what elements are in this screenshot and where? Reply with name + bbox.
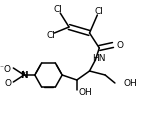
Text: O: O [4,64,11,73]
Text: Cl: Cl [95,7,104,16]
Text: +: + [20,70,26,75]
Text: ⁻: ⁻ [0,63,4,72]
Text: O: O [116,41,123,50]
Text: OH: OH [124,79,138,88]
Text: Cl: Cl [46,30,55,39]
Text: O: O [5,78,12,87]
Text: N: N [20,71,28,80]
Text: Cl: Cl [54,5,63,14]
Text: OH: OH [79,88,93,97]
Text: HN: HN [93,54,106,63]
